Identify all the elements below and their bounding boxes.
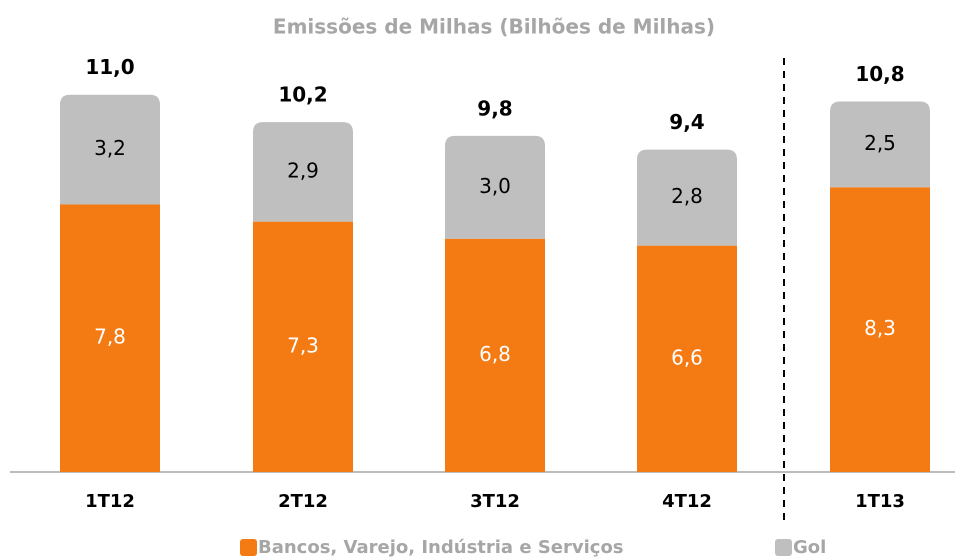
bar-segment [637, 149, 737, 246]
value-label: 2,8 [671, 184, 703, 208]
value-label: 7,8 [94, 325, 126, 349]
bar-segment [830, 101, 930, 188]
value-label: 6,6 [671, 345, 703, 369]
value-label: 2,9 [287, 158, 319, 182]
x-tick-label: 2T12 [278, 491, 328, 512]
total-label: 9,4 [669, 110, 704, 134]
total-label: 9,8 [477, 96, 512, 120]
bar-segment [830, 187, 930, 472]
chart-title: Emissões de Milhas (Bilhões de Milhas) [273, 15, 715, 39]
legend-label: Bancos, Varejo, Indústria e Serviços [258, 537, 624, 558]
legend-swatch [775, 539, 792, 556]
total-label: 10,2 [278, 83, 327, 107]
value-label: 8,3 [864, 316, 896, 340]
value-label: 7,3 [287, 333, 319, 357]
total-label: 10,8 [855, 62, 904, 86]
x-tick-label: 4T12 [662, 491, 712, 512]
legend-label: Gol [793, 537, 826, 558]
value-label: 6,8 [479, 342, 511, 366]
value-label: 2,5 [864, 131, 896, 155]
bar-segment [637, 245, 737, 472]
legend-swatch [240, 539, 257, 556]
bar-segment [445, 135, 545, 239]
bar-segment [60, 94, 160, 205]
value-label: 3,0 [479, 174, 511, 198]
x-tick-label: 3T12 [470, 491, 520, 512]
bar-segment [253, 122, 353, 222]
bar-segment [445, 238, 545, 472]
x-tick-label: 1T12 [85, 491, 135, 512]
bar-segment [253, 221, 353, 472]
x-tick-label: 1T13 [855, 491, 905, 512]
bar-segment [60, 204, 160, 472]
value-label: 3,2 [94, 136, 126, 160]
total-label: 11,0 [85, 55, 134, 79]
